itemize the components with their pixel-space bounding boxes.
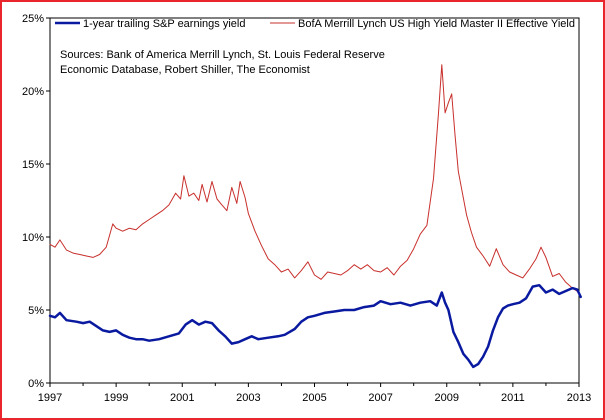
y-tick-label: 0% (28, 378, 44, 390)
source-line-1: Sources: Bank of America Merrill Lynch, … (60, 49, 385, 61)
x-tick-label: 2009 (435, 392, 459, 404)
series-layer (48, 64, 582, 369)
legend: 1-year trailing S&P earnings yield BofA … (55, 18, 575, 30)
y-tick-label: 25% (22, 13, 44, 25)
legend-label-high-yield: BofA Merrill Lynch US High Yield Master … (298, 18, 575, 30)
y-tick-label: 5% (28, 305, 44, 317)
y-tick-label: 10% (22, 232, 44, 244)
plot-area (49, 17, 580, 384)
x-tick-label: 2013 (567, 392, 591, 404)
x-tick-label: 2007 (368, 392, 392, 404)
y-tick-label: 15% (22, 159, 44, 171)
x-axis: 1997 1999 2001 2003 2005 2007 2009 2011 2013 (38, 383, 591, 404)
series-line-high-yield (49, 64, 582, 298)
x-tick-label: 2005 (302, 392, 326, 404)
source-note: Sources: Bank of America Merrill Lynch, … (60, 49, 385, 76)
series-line-earnings-yield (48, 283, 582, 369)
x-tick-label: 2001 (170, 392, 194, 404)
legend-label-earnings-yield: 1-year trailing S&P earnings yield (83, 18, 245, 30)
x-tick-label: 2003 (236, 392, 260, 404)
x-tick-label: 2011 (501, 392, 525, 404)
y-axis: 0% 5% 10% 15% 20% 25% (22, 13, 50, 390)
x-tick-label: 1999 (104, 392, 128, 404)
x-tick-label: 1997 (38, 392, 62, 404)
source-line-2: Economic Database, Robert Shiller, The E… (60, 64, 310, 76)
y-tick-label: 20% (22, 86, 44, 98)
